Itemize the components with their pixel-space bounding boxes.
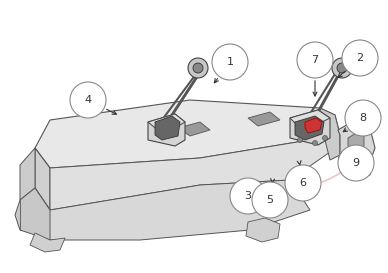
Polygon shape	[178, 122, 210, 136]
Polygon shape	[20, 148, 35, 200]
Polygon shape	[290, 110, 330, 128]
Polygon shape	[290, 110, 330, 145]
Polygon shape	[338, 120, 375, 165]
Polygon shape	[155, 116, 180, 140]
Circle shape	[332, 58, 352, 78]
Circle shape	[297, 42, 333, 78]
Circle shape	[337, 63, 347, 73]
Polygon shape	[15, 188, 50, 240]
Polygon shape	[246, 218, 280, 242]
Polygon shape	[35, 100, 340, 168]
Polygon shape	[305, 118, 322, 133]
Polygon shape	[35, 148, 50, 210]
Text: 2: 2	[357, 53, 364, 63]
Text: 3: 3	[244, 191, 251, 201]
Circle shape	[312, 141, 317, 146]
Text: EQUIPMEN: EQUIPMEN	[130, 141, 221, 156]
Text: 9: 9	[352, 158, 360, 168]
Circle shape	[252, 182, 288, 218]
Circle shape	[212, 44, 248, 80]
Polygon shape	[248, 112, 280, 126]
Text: 5: 5	[267, 195, 274, 205]
Polygon shape	[50, 135, 340, 210]
Text: SPECIALIST: SPECIALIST	[110, 162, 195, 174]
Text: 4: 4	[85, 95, 92, 105]
Polygon shape	[20, 180, 310, 240]
Circle shape	[230, 178, 266, 214]
Circle shape	[188, 58, 208, 78]
Circle shape	[193, 63, 203, 73]
Text: 6: 6	[300, 178, 307, 188]
Polygon shape	[348, 132, 364, 162]
Circle shape	[285, 165, 321, 201]
Text: 7: 7	[312, 55, 319, 65]
Polygon shape	[295, 116, 324, 140]
Circle shape	[342, 40, 378, 76]
Polygon shape	[148, 114, 185, 146]
Circle shape	[70, 82, 106, 118]
Polygon shape	[340, 155, 370, 180]
Text: 8: 8	[359, 113, 367, 123]
Polygon shape	[30, 233, 65, 252]
Circle shape	[298, 138, 303, 143]
Polygon shape	[318, 108, 340, 160]
Polygon shape	[148, 114, 185, 132]
Circle shape	[322, 135, 327, 141]
Circle shape	[338, 145, 374, 181]
Text: 1: 1	[227, 57, 234, 67]
Circle shape	[345, 100, 381, 136]
